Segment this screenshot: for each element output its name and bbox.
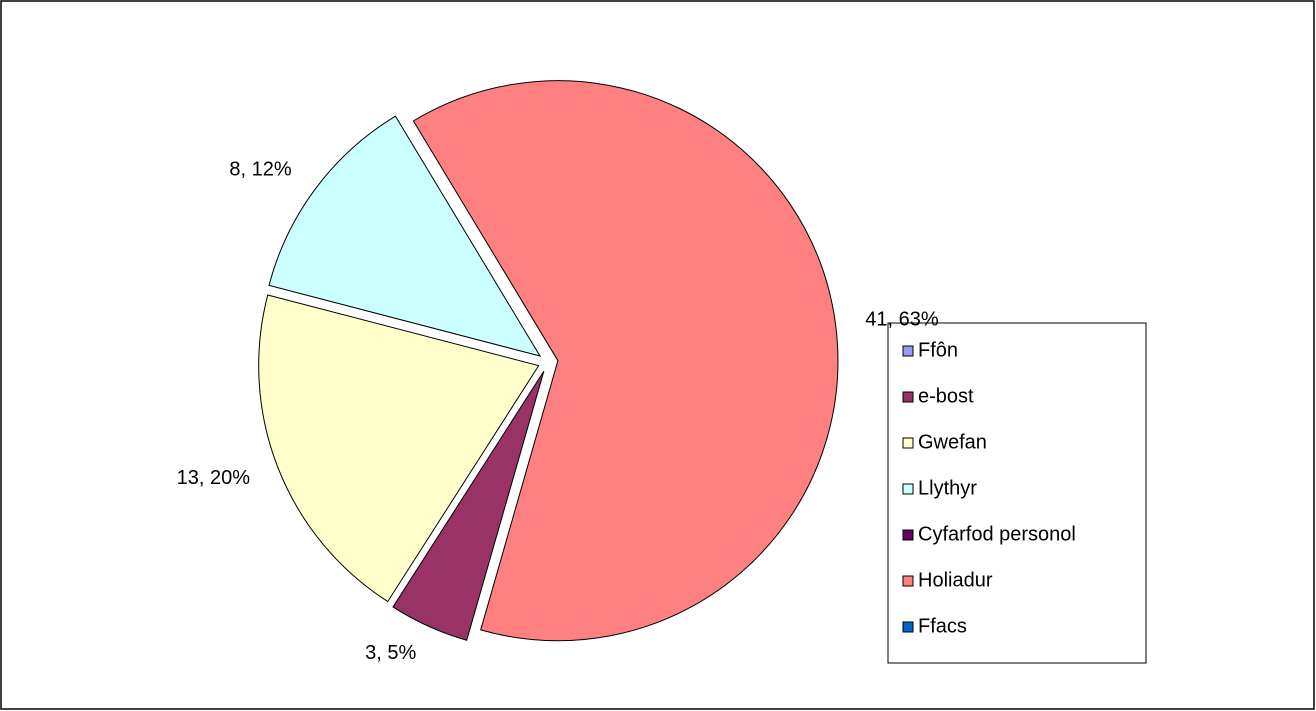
legend-label: Llythyr — [918, 477, 977, 499]
data-label: 8, 12% — [229, 159, 291, 181]
legend-label: Cyfarfod personol — [918, 523, 1076, 545]
legend-label: Ffôn — [918, 339, 958, 361]
legend-swatch — [902, 345, 914, 357]
legend-swatch — [902, 621, 914, 633]
legend-swatch — [902, 529, 914, 541]
legend-label: Ffacs — [918, 615, 967, 637]
legend-box — [887, 322, 1147, 664]
pie-slice — [392, 370, 545, 641]
legend-swatch — [902, 575, 914, 587]
pie-slice — [258, 294, 540, 603]
legend-label: Gwefan — [918, 431, 987, 453]
data-label: 3, 5% — [365, 642, 416, 664]
pie-slice — [412, 80, 839, 642]
data-label: 41, 63% — [865, 308, 939, 330]
legend-swatch — [902, 391, 914, 403]
pie-slice — [268, 115, 542, 357]
legend-label: Holiadur — [918, 569, 993, 591]
data-label: 13, 20% — [177, 467, 251, 489]
legend-swatch — [902, 483, 914, 495]
legend-label: e-bost — [918, 385, 974, 407]
legend-swatch — [902, 437, 914, 449]
